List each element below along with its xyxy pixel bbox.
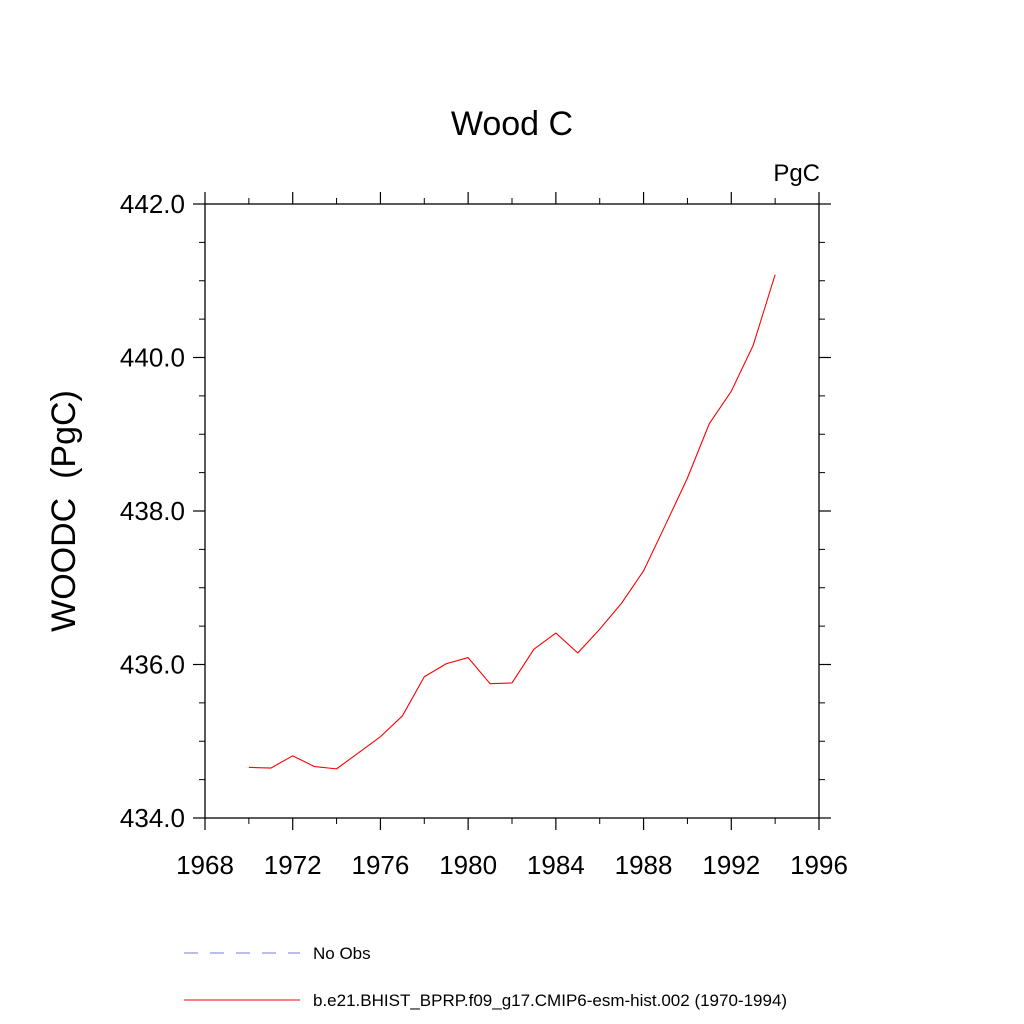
- chart-title: Wood C: [451, 105, 573, 143]
- y-tick-label: 442.0: [120, 189, 185, 219]
- y-axis: 434.0 436.0 438.0 440.0 442.0: [120, 189, 831, 833]
- y-tick-label: 438.0: [120, 496, 185, 526]
- legend: No Obs b.e21.BHIST_BPRP.f09_g17.CMIP6-es…: [184, 944, 787, 1010]
- y-tick-label: 440.0: [120, 343, 185, 373]
- y-axis-label: WOODC (PgC): [45, 390, 83, 632]
- y-tick-label: 436.0: [120, 650, 185, 680]
- plot-frame: [204, 203, 820, 819]
- units-label: PgC: [773, 160, 820, 187]
- x-tick-label: 1968: [176, 850, 234, 880]
- series-layer: [248, 274, 776, 770]
- y-tick-label: 434.0: [120, 803, 185, 833]
- x-tick-label: 1984: [527, 850, 585, 880]
- x-tick-label: 1988: [615, 850, 673, 880]
- legend-label-model-run: b.e21.BHIST_BPRP.f09_g17.CMIP6-esm-hist.…: [313, 991, 787, 1010]
- x-tick-label: 1992: [702, 850, 760, 880]
- x-axis: 1968 1972 1976 1980 1984 1988 1992 1996: [176, 192, 848, 880]
- series-line: [248, 274, 776, 770]
- legend-label-no-obs: No Obs: [313, 944, 371, 963]
- x-tick-label: 1996: [790, 850, 848, 880]
- x-tick-label: 1980: [439, 850, 497, 880]
- x-tick-label: 1972: [264, 850, 322, 880]
- x-tick-label: 1976: [352, 850, 410, 880]
